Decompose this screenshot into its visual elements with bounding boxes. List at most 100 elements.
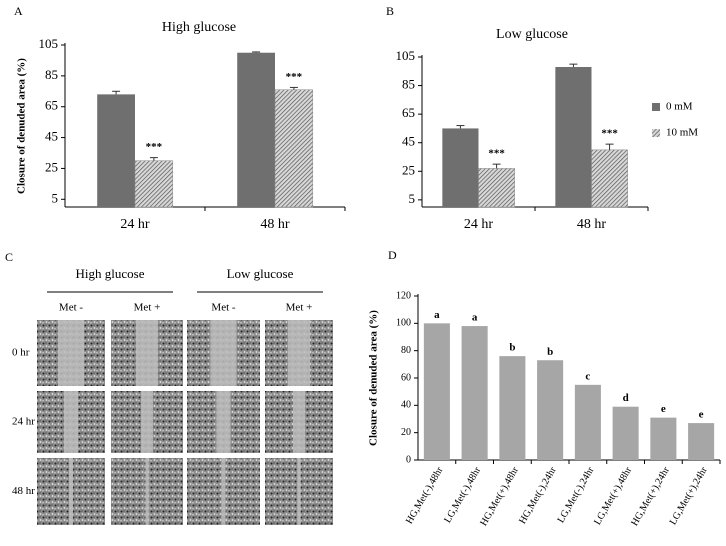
bar — [237, 52, 275, 207]
bar-annotation: *** — [286, 71, 303, 83]
y-axis-label: Closure of denuded area (%) — [368, 310, 380, 446]
bar — [274, 89, 314, 208]
legend-swatch — [652, 129, 660, 137]
legend-label: 10 mM — [666, 127, 698, 139]
bar-annotation: b — [509, 342, 515, 354]
x-tick-label: HG,Met(-),48hr — [404, 465, 446, 526]
x-tick-label: 24 hr — [464, 217, 494, 232]
bar-annotation: c — [585, 370, 590, 382]
y-tick-label: 60 — [401, 372, 411, 383]
row-label: 24 hr — [12, 416, 35, 428]
bar-annotation: d — [623, 392, 629, 404]
error-bar — [289, 86, 298, 90]
y-axis-label: Closure of denuded area (%) — [16, 58, 28, 194]
panel-letter: C — [5, 250, 13, 264]
error-bar — [252, 51, 261, 53]
bar-annotation: a — [434, 309, 440, 321]
group-label: Low glucose — [227, 266, 294, 281]
wound-gap — [145, 458, 149, 525]
row-label: 48 hr — [12, 485, 35, 497]
x-tick-label: HG,Met(+),24hr — [629, 465, 672, 528]
bar — [97, 94, 135, 207]
y-tick-label: 45 — [402, 134, 415, 149]
y-tick-label: 25 — [45, 159, 58, 174]
bar — [461, 326, 488, 460]
bar — [134, 160, 174, 208]
x-tick-label: 48 hr — [577, 217, 607, 232]
x-tick-label: HG,Met(+),48hr — [478, 465, 521, 528]
wound-gap — [69, 458, 73, 525]
x-tick-label: 24 hr — [120, 217, 150, 232]
y-tick-label: 65 — [402, 105, 415, 120]
bar — [688, 423, 715, 460]
y-tick-label: 85 — [45, 67, 58, 82]
bar — [612, 406, 639, 460]
y-tick-label: 45 — [45, 129, 58, 144]
column-label: Met + — [286, 302, 313, 314]
error-bar — [112, 90, 121, 95]
bar-annotation: e — [699, 409, 704, 421]
bar — [537, 360, 564, 460]
y-tick-label: 105 — [39, 36, 59, 51]
y-tick-label: 0 — [406, 454, 411, 465]
error-bar — [492, 163, 501, 169]
panel-letter: B — [386, 4, 394, 18]
y-tick-label: 65 — [45, 98, 58, 113]
error-bar — [456, 125, 465, 129]
y-tick-label: 105 — [396, 48, 416, 63]
bar-annotation: b — [547, 346, 553, 358]
wound-gap — [135, 320, 159, 386]
bar — [442, 128, 479, 207]
x-tick-label: LG,Met(-),24hr — [556, 465, 597, 525]
x-tick-label: LG,Met(+),48hr — [592, 465, 634, 527]
y-tick-label: 5 — [409, 191, 416, 206]
column-label: Met - — [59, 302, 83, 314]
column-label: Met + — [134, 302, 161, 314]
bar-annotation: *** — [146, 141, 163, 153]
bar-annotation: *** — [601, 128, 618, 140]
panel-letter: D — [388, 248, 397, 262]
bar — [555, 67, 592, 207]
error-bar — [569, 63, 578, 67]
x-tick-label: LG,Met(-),48hr — [442, 465, 483, 525]
error-bar — [149, 157, 158, 161]
y-tick-label: 100 — [396, 318, 411, 329]
wound-gap — [221, 458, 226, 525]
chart-title: Low glucose — [496, 27, 568, 42]
bar — [591, 149, 628, 208]
legend-swatch — [652, 103, 660, 111]
x-tick-label: HG,Met(-),24hr — [517, 465, 559, 526]
y-tick-label: 85 — [402, 77, 415, 92]
x-tick-label: 48 hr — [260, 217, 290, 232]
y-tick-label: 80 — [401, 345, 411, 356]
bar — [650, 417, 677, 460]
wound-gap — [58, 320, 84, 386]
wound-gap — [64, 391, 78, 453]
error-bar — [605, 143, 614, 150]
bar-annotation: a — [472, 312, 478, 324]
wound-gap — [287, 320, 311, 386]
bar — [423, 323, 450, 460]
y-tick-label: 20 — [401, 427, 411, 438]
bar — [574, 384, 601, 460]
y-tick-label: 5 — [52, 190, 59, 205]
bar-annotation: e — [661, 403, 666, 415]
x-tick-label: LG,Met(+),24hr — [668, 465, 710, 527]
column-label: Met - — [211, 302, 235, 314]
wound-gap — [216, 391, 231, 453]
y-tick-label: 25 — [402, 162, 415, 177]
y-tick-label: 40 — [401, 400, 411, 411]
wound-gap — [210, 320, 237, 386]
wound-gap — [141, 391, 153, 453]
panel-letter: A — [14, 4, 23, 18]
bar-annotation: *** — [488, 148, 505, 160]
legend-label: 0 mM — [666, 101, 693, 113]
bar — [499, 356, 526, 460]
bar — [478, 168, 515, 208]
row-label: 0 hr — [12, 347, 30, 359]
y-tick-label: 120 — [396, 290, 411, 301]
wound-gap — [293, 391, 305, 453]
chart-title: High glucose — [162, 20, 236, 35]
group-label: High glucose — [76, 266, 145, 281]
